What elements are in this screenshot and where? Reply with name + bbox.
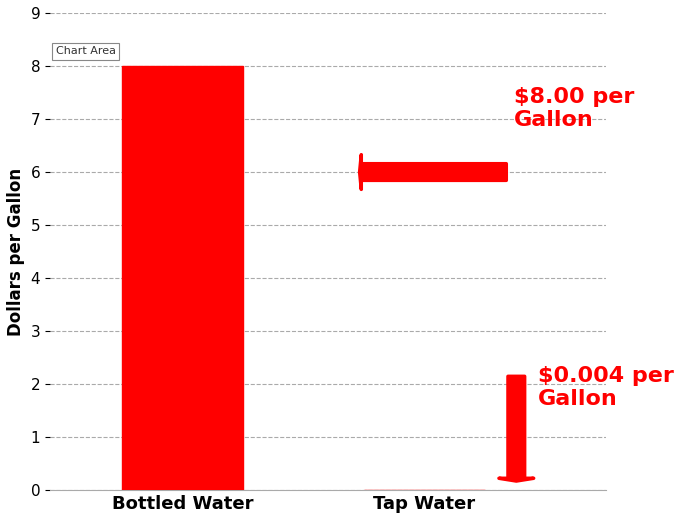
Text: $8.00 per
Gallon: $8.00 per Gallon — [514, 87, 634, 131]
Text: $0.004 per
Gallon: $0.004 per Gallon — [538, 366, 674, 409]
Text: Chart Area: Chart Area — [55, 46, 116, 56]
Y-axis label: Dollars per Gallon: Dollars per Gallon — [7, 167, 25, 335]
Bar — [122, 66, 244, 490]
